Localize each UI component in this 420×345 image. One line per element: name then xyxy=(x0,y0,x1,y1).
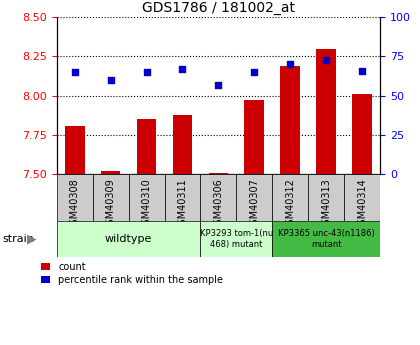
Bar xyxy=(281,66,300,174)
Bar xyxy=(129,174,165,221)
Bar xyxy=(244,100,264,174)
Bar xyxy=(208,172,228,174)
Bar xyxy=(316,49,336,174)
Point xyxy=(143,69,150,75)
Bar xyxy=(200,221,272,257)
Text: GSM40308: GSM40308 xyxy=(70,178,80,231)
Text: ▶: ▶ xyxy=(27,233,37,245)
Text: GSM40310: GSM40310 xyxy=(142,178,152,231)
Point xyxy=(359,68,365,73)
Point xyxy=(179,66,186,72)
Point xyxy=(107,77,114,83)
Point xyxy=(251,69,258,75)
Bar xyxy=(57,221,200,257)
Bar xyxy=(101,171,121,174)
Legend: count, percentile rank within the sample: count, percentile rank within the sample xyxy=(41,262,223,285)
Bar xyxy=(57,174,93,221)
Text: GSM40311: GSM40311 xyxy=(178,178,187,231)
Bar xyxy=(272,174,308,221)
Bar xyxy=(173,115,192,174)
Bar xyxy=(236,174,272,221)
Title: GDS1786 / 181002_at: GDS1786 / 181002_at xyxy=(142,1,295,15)
Bar xyxy=(272,221,380,257)
Bar xyxy=(165,174,200,221)
Bar xyxy=(352,94,372,174)
Text: KP3293 tom-1(nu
468) mutant: KP3293 tom-1(nu 468) mutant xyxy=(200,229,273,249)
Bar xyxy=(344,174,380,221)
Text: GSM40312: GSM40312 xyxy=(285,178,295,231)
Bar xyxy=(308,174,344,221)
Bar xyxy=(136,119,156,174)
Point xyxy=(287,61,294,67)
Text: strain: strain xyxy=(2,234,34,244)
Point xyxy=(71,69,78,75)
Point xyxy=(323,57,330,62)
Text: KP3365 unc-43(n1186)
mutant: KP3365 unc-43(n1186) mutant xyxy=(278,229,375,249)
Bar xyxy=(93,174,129,221)
Bar xyxy=(200,174,236,221)
Text: wildtype: wildtype xyxy=(105,234,152,244)
Text: GSM40307: GSM40307 xyxy=(249,178,259,231)
Text: GSM40306: GSM40306 xyxy=(213,178,223,231)
Text: GSM40309: GSM40309 xyxy=(105,178,116,231)
Text: GSM40313: GSM40313 xyxy=(321,178,331,231)
Point xyxy=(215,82,222,88)
Text: GSM40314: GSM40314 xyxy=(357,178,367,231)
Bar xyxy=(65,126,84,174)
